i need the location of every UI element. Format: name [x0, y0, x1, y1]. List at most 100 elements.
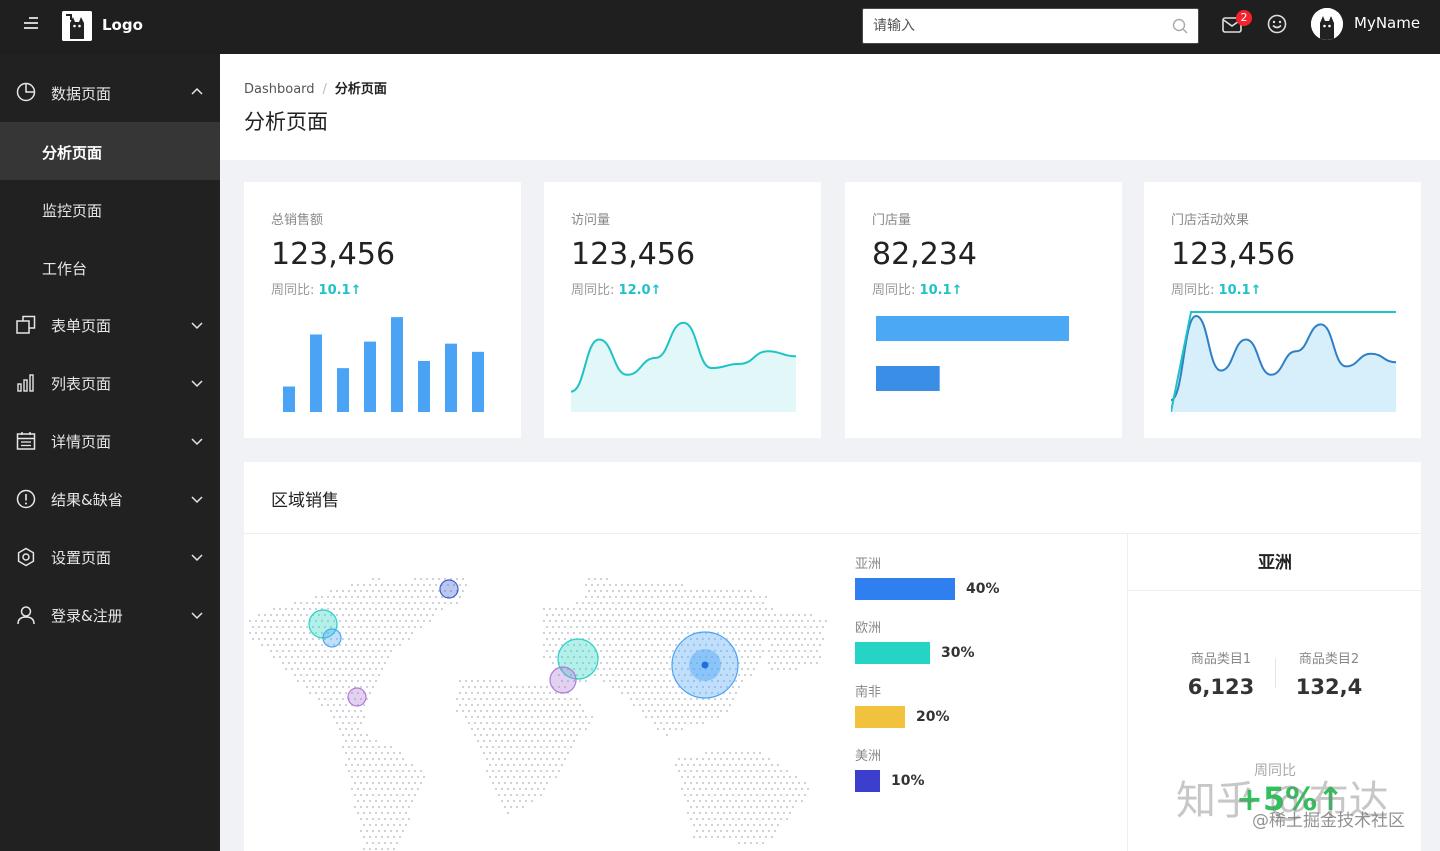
- detail-title: 亚洲: [1258, 553, 1292, 573]
- divider: [244, 533, 1421, 534]
- logo-image: [62, 11, 92, 41]
- chevron-up-icon: [191, 87, 203, 95]
- bar: [391, 317, 403, 412]
- series-line: [571, 321, 796, 393]
- legend-bar: [855, 642, 930, 664]
- sidebar-item-monitor[interactable]: 监控页面: [0, 180, 220, 238]
- sidebar-item-label: 详情页面: [51, 433, 112, 451]
- card-trend: 周同比: 10.1↑: [271, 279, 362, 298]
- legend-item-south-africa[interactable]: 南非 20%: [855, 681, 950, 728]
- page-header: Dashboard / 分析页面 分析页面: [220, 54, 1440, 160]
- card-trend: 周同比: 10.1↑: [1171, 279, 1262, 298]
- bar: [364, 341, 376, 412]
- sidebar-item-login[interactable]: 登录&注册: [0, 586, 220, 644]
- bar: [876, 316, 1069, 341]
- world-map: [248, 577, 828, 851]
- bar: [418, 361, 430, 412]
- sidebar-item-forms[interactable]: 表单页面: [0, 296, 220, 354]
- search-icon[interactable]: [1172, 18, 1188, 34]
- legend-bar: [855, 578, 955, 600]
- region-detail-panel: 亚洲 商品类目1 6,123 商品类目2 132,4 周同比 +5%↑: [1127, 534, 1422, 851]
- watermark-sub: @稀土掘金技术社区: [1252, 811, 1405, 831]
- chevron-down-icon: [191, 438, 203, 446]
- sidebar-item-lists[interactable]: 列表页面: [0, 354, 220, 412]
- bar: [472, 351, 484, 412]
- divider: [1128, 590, 1422, 591]
- legend-pct: 30%: [941, 645, 975, 661]
- bar: [283, 386, 295, 412]
- legend-pct: 20%: [916, 709, 950, 725]
- sidebar-item-analysis[interactable]: 分析页面: [0, 122, 220, 180]
- map-bubble: [322, 628, 342, 648]
- stat-label: 商品类目2: [1298, 652, 1360, 667]
- legend-name: 亚洲: [855, 557, 882, 572]
- series-line: [1171, 311, 1396, 412]
- avatar[interactable]: [1311, 8, 1343, 40]
- stat-label: 商品类目1: [1190, 652, 1252, 667]
- username[interactable]: MyName: [1354, 14, 1421, 32]
- breadcrumb: Dashboard / 分析页面: [244, 78, 387, 97]
- card-value: 123,456: [1171, 237, 1296, 272]
- stat-card-stores: 门店量 82,234 周同比: 10.1↑: [845, 182, 1122, 438]
- stat-card-visits: 访问量 123,456 周同比: 12.0↑: [544, 182, 821, 438]
- card-label: 门店量: [872, 213, 912, 228]
- smile-icon[interactable]: [1267, 14, 1287, 34]
- chevron-down-icon: [191, 612, 203, 620]
- card-label: 门店活动效果: [1171, 213, 1250, 228]
- sidebar-item-label: 列表页面: [51, 375, 112, 393]
- trend-label: 周同比:: [571, 283, 615, 298]
- card-trend: 周同比: 12.0↑: [571, 279, 662, 298]
- sidebar-item-label: 设置页面: [51, 549, 112, 567]
- trend-label: 周同比:: [1171, 283, 1215, 298]
- search-input[interactable]: [863, 9, 1153, 43]
- pie-chart-icon: [16, 82, 36, 102]
- stat-value: 132,4: [1295, 675, 1363, 699]
- divider: [1275, 658, 1276, 688]
- legend-item-europe[interactable]: 欧洲 30%: [855, 617, 975, 664]
- search-box[interactable]: [862, 8, 1199, 44]
- sidebar-item-settings[interactable]: 设置页面: [0, 528, 220, 586]
- info-circle-icon: [16, 489, 36, 509]
- yoy-label: 周同比: [1254, 763, 1296, 779]
- sidebar-item-label: 登录&注册: [51, 607, 123, 625]
- sidebar-item-data-pages[interactable]: 数据页面: [0, 54, 220, 122]
- bar: [445, 343, 457, 412]
- bar: [310, 334, 322, 412]
- calendar-icon: [16, 432, 36, 450]
- legend-item-america[interactable]: 美洲 10%: [855, 745, 925, 792]
- sidebar-item-details[interactable]: 详情页面: [0, 412, 220, 470]
- sidebar-item-workbench[interactable]: 工作台: [0, 238, 220, 296]
- area-fill: [571, 322, 796, 412]
- settings-icon: [17, 547, 35, 567]
- trend-value: 12.0↑: [618, 283, 662, 298]
- breadcrumb-root[interactable]: Dashboard: [244, 82, 315, 97]
- card-label: 访问量: [571, 213, 611, 228]
- detail-stat-2: 商品类目2 132,4: [1279, 648, 1379, 699]
- legend-item-asia[interactable]: 亚洲 40%: [855, 553, 1000, 600]
- card-value: 123,456: [271, 237, 396, 272]
- sidebar-item-label: 监控页面: [42, 202, 103, 220]
- region-title: 区域销售: [271, 491, 339, 511]
- legend-bar: [855, 770, 880, 792]
- card-value: 123,456: [571, 237, 696, 272]
- card-label: 总销售额: [271, 213, 324, 228]
- map-bubble-center: [701, 661, 709, 669]
- breadcrumb-separator: /: [322, 82, 327, 97]
- trend-value: 10.1↑: [1218, 283, 1262, 298]
- sidebar-item-results[interactable]: 结果&缺省: [0, 470, 220, 528]
- sidebar-item-label: 数据页面: [51, 85, 112, 103]
- trend-value: 10.1↑: [919, 283, 963, 298]
- yoy-value: +5%↑: [1236, 780, 1344, 818]
- map-bubble: [439, 579, 459, 599]
- map-bubble: [347, 687, 367, 707]
- bar: [876, 366, 940, 391]
- bar: [337, 368, 349, 412]
- map-bubble: [557, 638, 599, 680]
- menu-toggle-icon[interactable]: [24, 17, 40, 33]
- breadcrumb-current: 分析页面: [334, 82, 387, 97]
- stat-card-sales: 总销售额 123,456 周同比: 10.1↑: [244, 182, 521, 438]
- sidebar-item-label: 分析页面: [42, 144, 103, 162]
- chevron-down-icon: [191, 554, 203, 562]
- chevron-down-icon: [191, 380, 203, 388]
- notification-badge: 2: [1236, 10, 1252, 26]
